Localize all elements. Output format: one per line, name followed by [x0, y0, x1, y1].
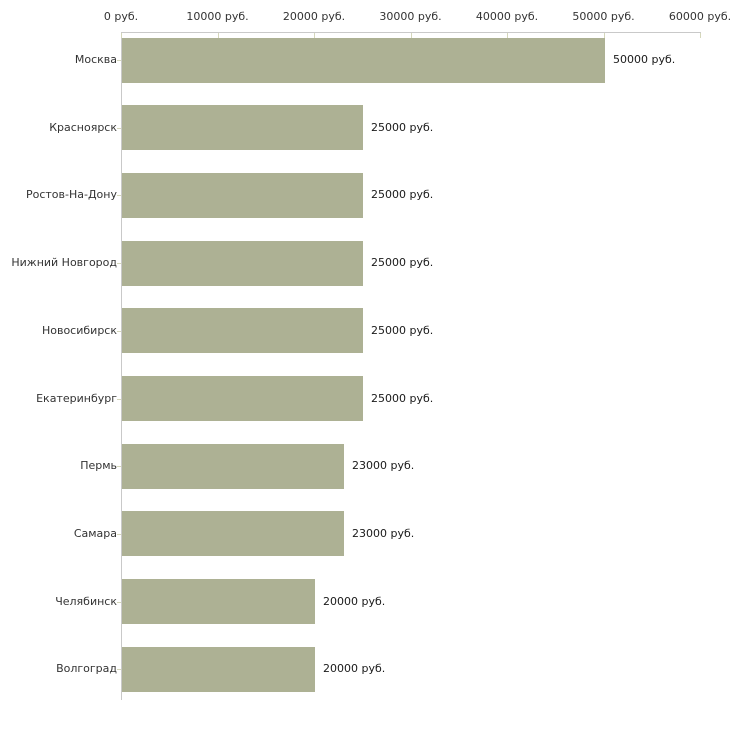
- category-label: Москва: [74, 53, 117, 66]
- category-label: Самара: [73, 527, 117, 540]
- y-axis-tick-mark: [117, 331, 121, 332]
- y-axis-tick-mark: [117, 399, 121, 400]
- bar: [122, 376, 363, 421]
- y-axis-tick-mark: [117, 669, 121, 670]
- x-axis-tick-mark: [218, 33, 219, 38]
- bar: [122, 105, 363, 150]
- category-label: Екатеринбург: [36, 392, 117, 405]
- bar: [122, 241, 363, 286]
- x-axis-tick-mark: [700, 33, 701, 38]
- bar: [122, 308, 363, 353]
- y-axis-line: [121, 32, 122, 700]
- category-label: Ростов-На-Дону: [25, 188, 117, 201]
- x-axis-tick-mark: [507, 33, 508, 38]
- category-label: Нижний Новгород: [11, 256, 117, 269]
- y-axis-tick-mark: [117, 534, 121, 535]
- bar-value-label: 23000 руб.: [352, 459, 415, 472]
- bar-value-label: 25000 руб.: [371, 392, 434, 405]
- y-axis-tick-mark: [117, 602, 121, 603]
- bar-value-label: 25000 руб.: [371, 256, 434, 269]
- bar-value-label: 50000 руб.: [613, 53, 676, 66]
- category-label: Пермь: [80, 459, 117, 472]
- bar: [122, 579, 315, 624]
- bar: [122, 173, 363, 218]
- x-axis-tick-label: 20000 руб.: [282, 10, 346, 23]
- y-axis-tick-mark: [117, 195, 121, 196]
- x-axis-tick-mark: [411, 33, 412, 38]
- y-axis-tick-mark: [117, 466, 121, 467]
- y-axis-tick-mark: [117, 128, 121, 129]
- bar-value-label: 25000 руб.: [371, 188, 434, 201]
- category-label: Красноярск: [49, 121, 117, 134]
- bar: [122, 38, 605, 83]
- x-axis-tick-label: 60000 руб.: [668, 10, 730, 23]
- bar-value-label: 23000 руб.: [352, 527, 415, 540]
- category-label: Новосибирск: [41, 324, 117, 337]
- category-label: Волгоград: [56, 662, 117, 675]
- x-axis-tick-mark: [314, 33, 315, 38]
- bar: [122, 444, 344, 489]
- x-axis-tick-mark: [121, 33, 122, 38]
- bar-value-label: 20000 руб.: [323, 662, 386, 675]
- category-label: Челябинск: [55, 595, 117, 608]
- x-axis-tick-label: 30000 руб.: [379, 10, 442, 23]
- x-axis-line: [121, 32, 701, 33]
- x-axis-tick-mark: [604, 33, 605, 38]
- x-axis-tick-label: 10000 руб.: [186, 10, 249, 23]
- bar: [122, 647, 315, 692]
- bar-value-label: 25000 руб.: [371, 324, 434, 337]
- bar: [122, 511, 344, 556]
- x-axis-tick-label: 0 руб.: [103, 10, 139, 23]
- bar-value-label: 20000 руб.: [323, 595, 386, 608]
- x-axis-tick-label: 50000 руб.: [572, 10, 635, 23]
- y-axis-tick-mark: [117, 60, 121, 61]
- y-axis-tick-mark: [117, 263, 121, 264]
- bar-value-label: 25000 руб.: [371, 121, 434, 134]
- x-axis-tick-label: 40000 руб.: [475, 10, 539, 23]
